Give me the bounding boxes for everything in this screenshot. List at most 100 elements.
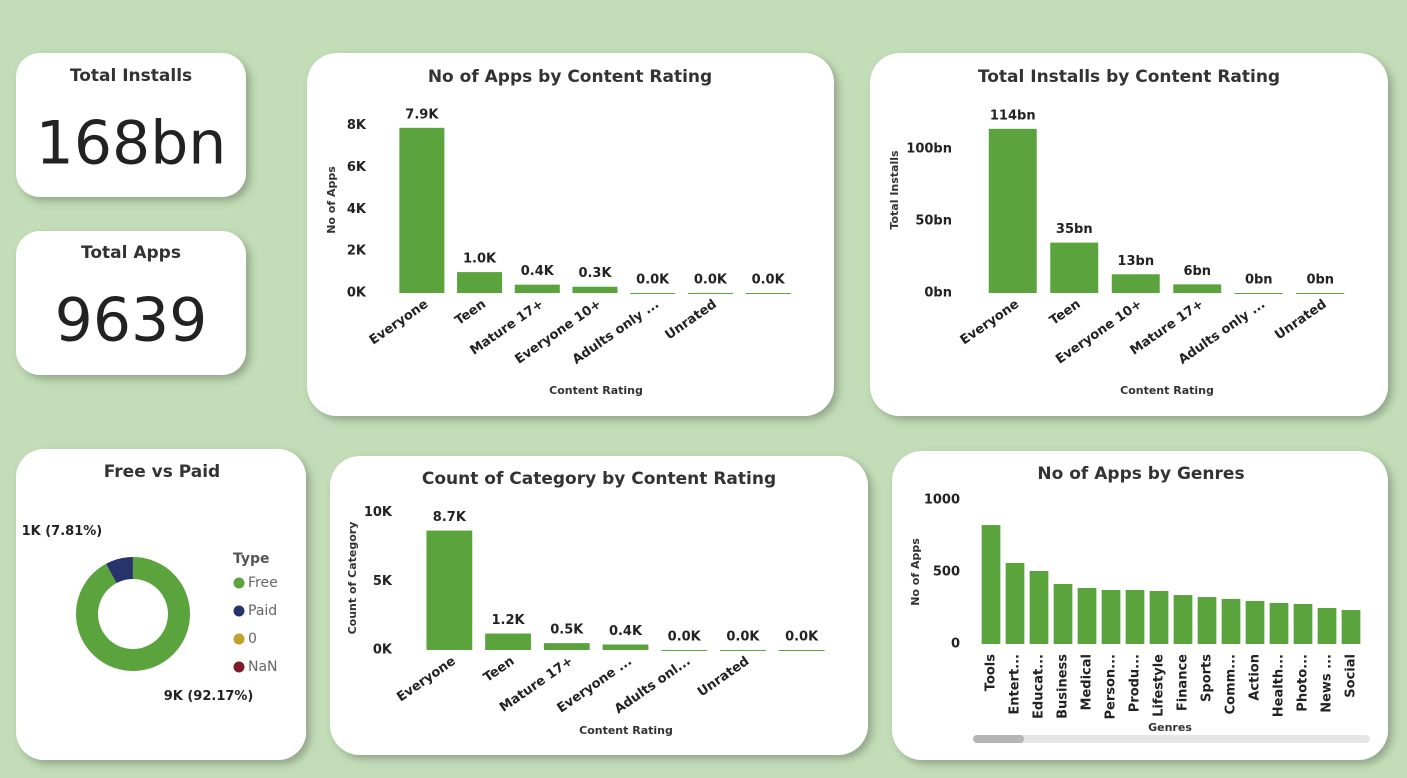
legend-label: Free [248,575,278,591]
x-axis-title: Content Rating [549,384,643,397]
y-tick-label: 4K [347,202,367,217]
bar [1234,292,1283,294]
y-tick-label: 0bn [924,286,952,301]
y-axis-title: No of Apps [909,538,922,606]
bar [1317,608,1337,644]
x-tick-label: Tools [984,654,999,691]
x-tick-label: Health... [1272,654,1287,717]
x-tick-label: Person... [1104,654,1119,720]
data-label: 13bn [1117,254,1154,269]
card-title: Total Installs [70,66,192,86]
bar [1101,590,1121,644]
y-tick-label: 0 [951,637,960,652]
data-label: 114bn [990,108,1036,123]
scrollbar-thumb[interactable] [973,735,1024,743]
bar [1053,583,1073,644]
chart-title: No of Apps by Genres [1037,464,1244,484]
card [307,53,834,416]
bar [1221,598,1241,644]
data-label: 0.3K [578,266,612,281]
x-tick-label: Comm... [1224,654,1239,714]
y-tick-label: 8K [347,118,367,133]
card-value: 168bn [36,109,227,179]
data-label: 1K (7.81%) [22,524,103,539]
data-label: 0bn [1245,272,1273,287]
data-label: 0.4K [609,624,643,639]
y-tick-label: 0K [373,643,393,658]
data-label: 1.2K [492,613,526,628]
bar [1296,292,1345,294]
card [16,53,246,197]
y-tick-label: 100bn [906,142,952,157]
card-title: Total Apps [81,243,181,263]
data-label: 0.5K [550,623,584,638]
legend-marker [233,605,245,617]
data-label: 0.0K [752,272,786,287]
x-tick-label: Sports [1200,654,1215,702]
legend-marker [233,577,245,589]
chart-title: Total Installs by Content Rating [978,67,1280,87]
y-tick-label: 50bn [915,214,952,229]
legend-label: Paid [248,603,277,619]
x-tick-label: Photo... [1296,654,1311,712]
bar [543,643,590,650]
y-tick-label: 0K [347,286,367,301]
legend-label: NaN [248,659,278,675]
bar [457,272,503,293]
x-tick-label: Educat... [1032,654,1047,719]
bar [602,644,649,650]
bar [514,284,560,293]
bar [981,525,1001,644]
y-tick-label: 1000 [924,493,960,508]
y-tick-label: 5K [373,574,393,589]
x-tick-label: Social [1344,654,1359,698]
chart-title: Free vs Paid [104,462,220,482]
y-axis-title: No of Apps [325,166,338,234]
card [330,456,868,755]
x-tick-label: Produ... [1128,654,1143,712]
data-label: 1.0K [463,252,497,267]
bar [720,649,766,651]
data-label: 0.0K [785,629,819,644]
bar [687,292,733,294]
bar [1293,603,1313,644]
bar [661,649,708,651]
y-tick-label: 10K [364,505,393,520]
bar [1005,562,1025,644]
donut-slice [75,557,190,671]
x-axis-title: Content Rating [579,724,673,737]
bar [1125,590,1145,644]
card [16,231,246,375]
card [16,449,306,760]
bar [1149,591,1169,644]
x-tick-label: Business [1056,654,1071,719]
bar [1050,242,1099,293]
chart-title: Count of Category by Content Rating [422,469,776,489]
x-tick-label: News ... [1320,654,1335,713]
bar [485,633,531,650]
y-tick-label: 500 [933,565,960,580]
bar [399,127,445,294]
donut-slice [106,557,133,584]
data-label: 35bn [1056,222,1093,237]
data-label: 0bn [1306,272,1334,287]
data-label: 0.0K [636,272,670,287]
chart-title: No of Apps by Content Rating [428,67,712,87]
bar [1173,284,1222,293]
data-label: 6bn [1183,264,1211,279]
bar [778,649,825,651]
bar [988,128,1037,293]
data-label: 0.0K [694,272,728,287]
card-value: 9639 [55,286,208,356]
data-label: 7.9K [405,107,439,122]
bar [1173,595,1193,644]
x-axis-title: Content Rating [1120,384,1214,397]
bar [1197,597,1217,644]
data-label: 0.0K [726,629,760,644]
bar [426,530,473,650]
x-tick-label: Lifestyle [1152,654,1167,717]
data-label: 0.4K [521,264,555,279]
scrollbar[interactable] [973,735,1370,743]
bar [1245,600,1265,644]
